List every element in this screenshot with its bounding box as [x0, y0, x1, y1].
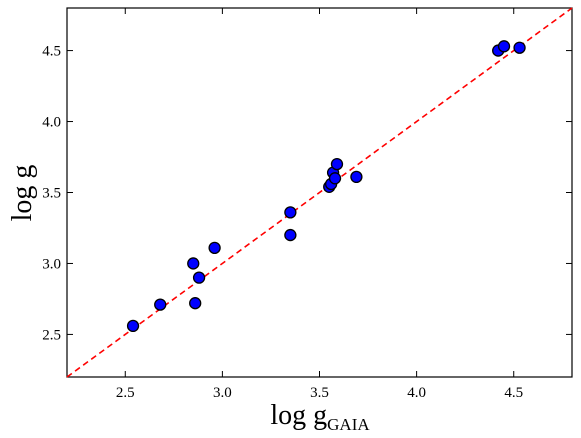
y-axis-title: log g — [7, 165, 38, 222]
data-point — [284, 206, 297, 219]
data-point — [189, 297, 202, 310]
data-point — [497, 40, 511, 53]
y-tick-label: 3.0 — [42, 256, 61, 272]
x-tick-label: 4.5 — [504, 385, 523, 401]
reference-line — [66, 7, 573, 378]
x-tick-label: 3.5 — [310, 385, 329, 401]
data-point — [208, 241, 221, 255]
data-point — [284, 228, 297, 242]
y-tick-label: 4.5 — [42, 44, 61, 60]
data-point — [328, 172, 342, 185]
data-point — [126, 319, 140, 333]
x-tick-label: 2.5 — [116, 385, 135, 401]
y-tick-label: 4.0 — [42, 115, 61, 131]
x-axis-title: log gGAIA — [270, 400, 370, 434]
data-point — [154, 298, 167, 311]
y-tick-label: 2.5 — [42, 327, 61, 343]
data-point — [330, 157, 344, 171]
y-tick-label: 3.5 — [42, 186, 61, 202]
data-point — [350, 170, 363, 184]
data-point — [187, 257, 200, 270]
data-point — [513, 41, 526, 54]
x-tick-label: 4.0 — [407, 385, 426, 401]
data-point — [192, 271, 206, 284]
x-tick-label: 3.0 — [213, 385, 232, 401]
